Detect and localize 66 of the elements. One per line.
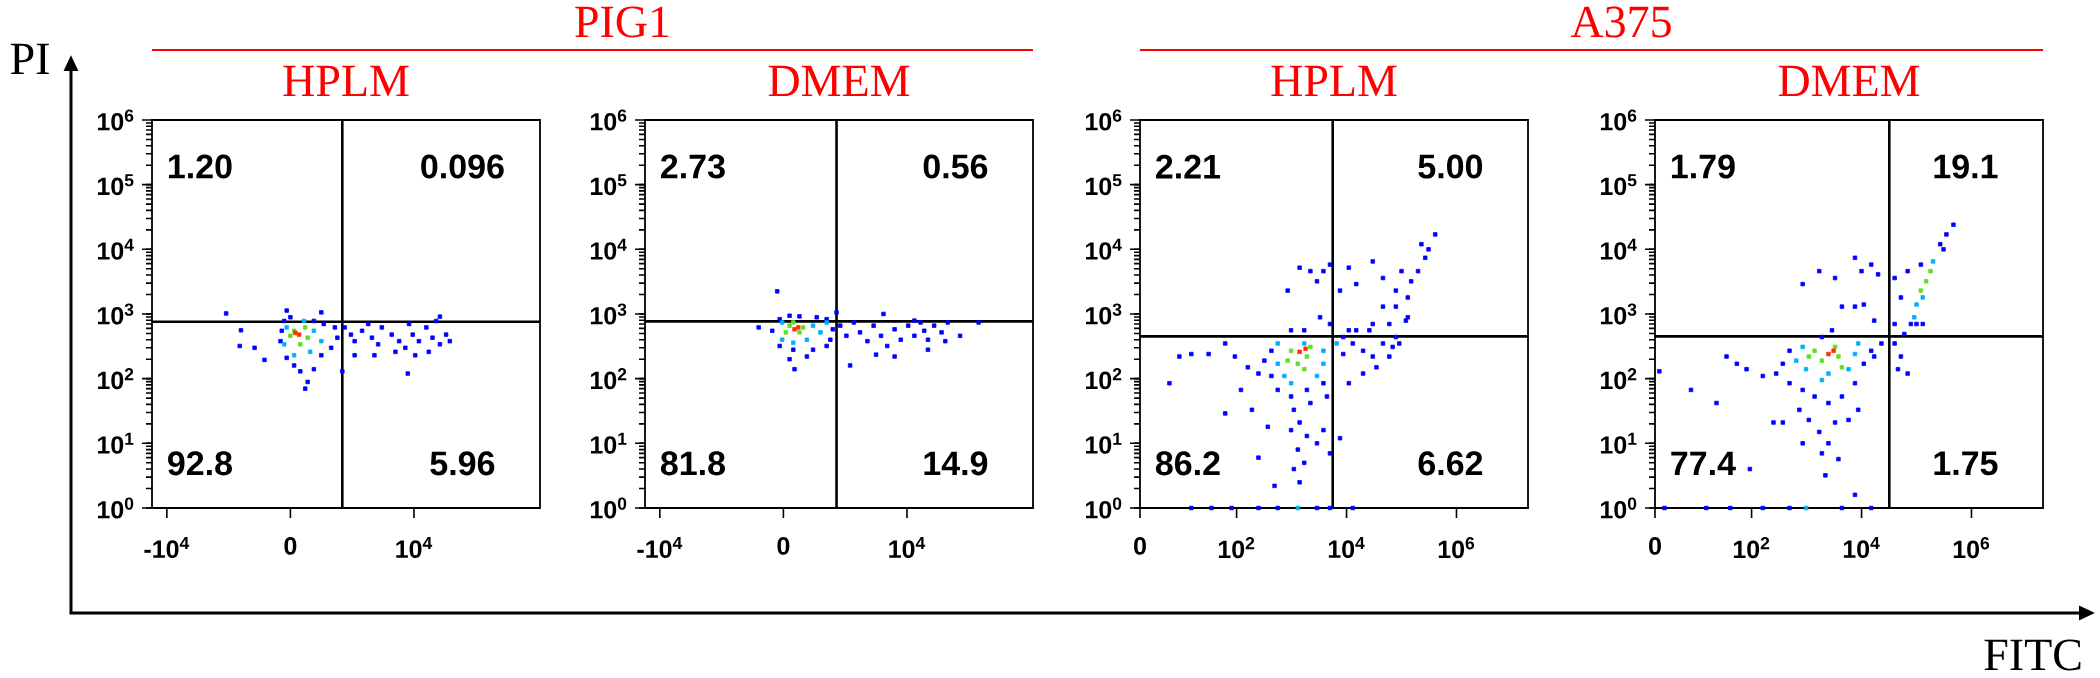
y-tick-label: 10$^{2}$ — [97, 368, 134, 390]
y-tick-label: 10$^{0}$ — [1600, 497, 1637, 519]
y-tick-label: 10$^{1}$ — [1085, 432, 1122, 454]
annotation: 0.56 — [923, 154, 988, 179]
x-tick-label: 0 — [284, 537, 297, 555]
y-tick-label: 10$^{1}$ — [1600, 432, 1637, 454]
y-tick-label: 10$^{4}$ — [1600, 238, 1637, 260]
x-tick-label: 0 — [1649, 537, 1661, 555]
x-tick-label: 10$^{4}$ — [396, 537, 433, 559]
annotation: 1.20 — [168, 154, 232, 179]
y-tick-label: 10$^{0}$ — [1085, 497, 1122, 519]
y-tick-label: 10$^{4}$ — [1085, 238, 1122, 260]
y-tick-label: 10$^{2}$ — [1600, 368, 1637, 390]
x-tick-label: 0 — [1134, 537, 1146, 555]
y-tick-label: 10$^{4}$ — [97, 238, 134, 260]
annotation: 19.1 — [1934, 154, 1998, 179]
y-tick-label: 10$^{1}$ — [590, 432, 627, 454]
annotation: 14.9 — [924, 451, 988, 476]
y-tick-label: 10$^{4}$ — [590, 238, 627, 260]
chart-title: DMEM — [1778, 65, 1920, 97]
x-tick-label: -10$^{4}$ — [144, 537, 190, 559]
annotation: 86.2 — [1155, 451, 1220, 476]
y-tick-label: 10$^{3}$ — [590, 303, 627, 325]
y-tick-label: 10$^{6}$ — [1600, 109, 1637, 131]
annotation: 5.00 — [1418, 154, 1483, 179]
annotation: 2.21 — [1156, 154, 1221, 179]
chart-subtitle: PIG1 — [575, 6, 669, 38]
x-tick-label: 10$^{2}$ — [1733, 537, 1770, 559]
y-tick-label: 10$^{6}$ — [590, 109, 627, 131]
y-tick-label: 10$^{0}$ — [97, 497, 134, 519]
y-axis-title: PI — [10, 43, 49, 74]
chart-title: DMEM — [768, 65, 910, 97]
annotation: 6.62 — [1418, 451, 1483, 476]
x-tick-label: 0 — [777, 537, 790, 555]
y-tick-label: 10$^{1}$ — [97, 432, 134, 454]
x-tick-label: 10$^{6}$ — [1953, 537, 1990, 559]
y-tick-label: 10$^{5}$ — [1600, 174, 1637, 196]
y-tick-label: 10$^{5}$ — [97, 174, 134, 196]
annotation: 5.96 — [430, 451, 495, 476]
y-tick-label: 10$^{0}$ — [590, 497, 627, 519]
y-tick-label: 10$^{5}$ — [1085, 174, 1122, 196]
chart-title: HPLM — [283, 65, 409, 96]
annotation: 1.75 — [1934, 451, 1998, 476]
chart-title: HPLM — [1271, 65, 1397, 96]
x-axis-title: FITC — [1984, 639, 2081, 671]
x-tick-label: 10$^{2}$ — [1218, 537, 1255, 559]
y-tick-label: 10$^{5}$ — [590, 174, 627, 196]
y-tick-label: 10$^{3}$ — [1600, 303, 1637, 325]
y-tick-label: 10$^{6}$ — [1085, 109, 1122, 131]
x-tick-label: 10$^{4}$ — [1843, 537, 1880, 559]
y-tick-label: 10$^{3}$ — [1085, 303, 1122, 325]
annotation: 1.79 — [1671, 154, 1735, 179]
y-tick-label: 10$^{2}$ — [1085, 368, 1122, 390]
y-tick-label: 10$^{2}$ — [590, 368, 627, 390]
annotation: 92.8 — [168, 451, 232, 476]
x-tick-label: -10$^{4}$ — [637, 537, 683, 559]
annotation: 0.096 — [421, 154, 504, 179]
annotation: 2.73 — [661, 154, 725, 179]
y-tick-label: 10$^{3}$ — [97, 303, 134, 325]
annotation: 81.8 — [660, 451, 725, 476]
x-tick-label: 10$^{6}$ — [1438, 537, 1475, 559]
x-tick-label: 10$^{4}$ — [1328, 537, 1365, 559]
annotation: 77.4 — [1671, 451, 1736, 476]
chart-subtitle: A375 — [1570, 6, 1671, 38]
y-tick-label: 10$^{6}$ — [97, 109, 134, 131]
x-tick-label: 10$^{4}$ — [889, 537, 926, 559]
